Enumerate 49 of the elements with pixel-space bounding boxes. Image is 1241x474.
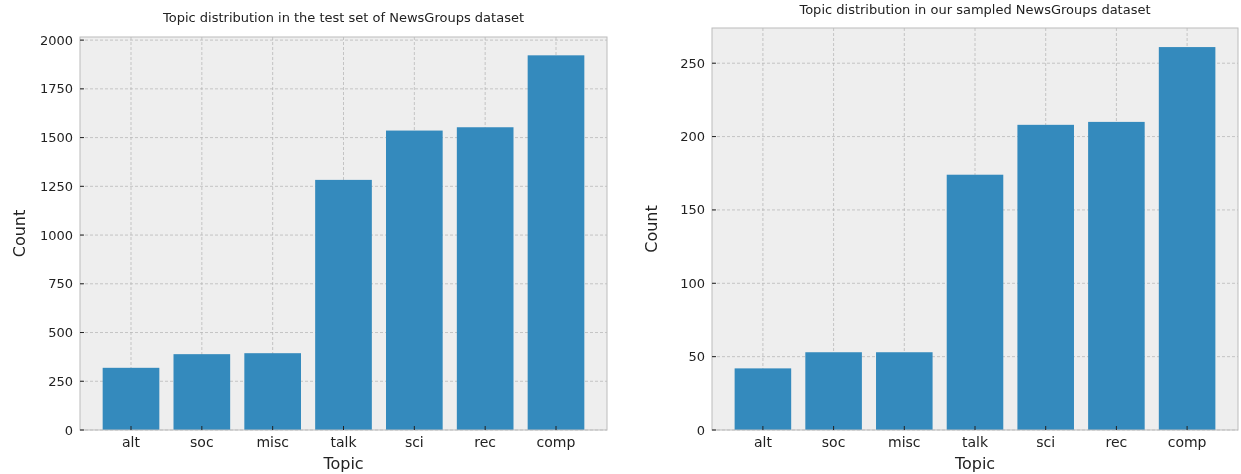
y-tick-label: 150 <box>680 202 705 218</box>
y-axis-title: Count <box>642 205 661 253</box>
x-tick-label: rec <box>474 434 497 450</box>
y-tick-label: 1000 <box>39 227 73 243</box>
y-tick-label: 50 <box>688 349 705 365</box>
x-tick-label: sci <box>404 434 424 450</box>
bar <box>876 352 933 430</box>
bar <box>1158 47 1216 430</box>
y-axis-title: Count <box>10 209 29 258</box>
x-tick-label: talk <box>330 434 358 450</box>
bar <box>734 368 792 430</box>
y-tick-label: 750 <box>48 276 73 292</box>
x-tick-label: comp <box>536 434 576 450</box>
y-tick-label: 1250 <box>39 178 73 194</box>
bar <box>946 174 1004 430</box>
y-tick-label: 500 <box>48 325 73 341</box>
bar <box>1017 124 1074 430</box>
chart-title: Topic distribution in our sampled NewsGroups dataset <box>798 2 1151 17</box>
x-tick-label: misc <box>256 434 289 450</box>
x-tick-label: alt <box>753 434 773 450</box>
x-tick-label: alt <box>122 434 141 450</box>
x-tick-label: talk <box>961 434 989 450</box>
y-tick-label: 1750 <box>39 81 73 97</box>
bar <box>386 130 443 430</box>
x-tick-label: rec <box>1105 434 1128 450</box>
x-axis-title: Topic <box>953 454 996 473</box>
y-tick-label: 1500 <box>39 130 73 146</box>
x-tick-label: comp <box>1167 434 1207 450</box>
bar <box>173 354 231 430</box>
y-tick-label: 200 <box>680 129 705 145</box>
y-tick-label: 250 <box>680 55 705 71</box>
x-tick-label: sci <box>1036 434 1056 450</box>
x-axis-title: Topic <box>322 454 364 473</box>
bar <box>244 353 301 430</box>
y-tick-label: 0 <box>64 422 73 438</box>
bar <box>1088 121 1145 430</box>
y-tick-label: 250 <box>48 373 73 389</box>
bar <box>315 179 372 430</box>
bar <box>805 352 862 430</box>
x-tick-label: soc <box>190 434 214 450</box>
y-tick-label: 0 <box>696 422 705 438</box>
x-tick-label: misc <box>888 434 921 450</box>
bar <box>102 367 160 430</box>
y-tick-label: 100 <box>680 275 705 291</box>
bar <box>456 127 514 430</box>
chart-title: Topic distribution in the test set of NewsGroups dataset <box>161 10 525 25</box>
y-tick-label: 2000 <box>39 32 73 48</box>
x-tick-label: soc <box>821 434 846 450</box>
bar <box>527 55 585 430</box>
